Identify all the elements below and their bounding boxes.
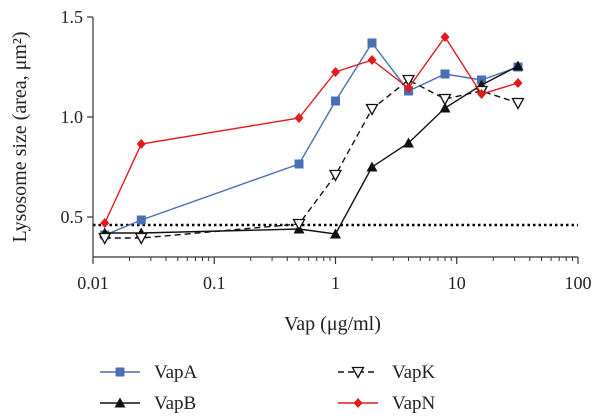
data-point-vapb [512,60,524,71]
data-point-vapk [401,74,416,87]
data-point-vapn [136,139,146,149]
data-point-vapn [476,89,486,99]
y-tick-label: 1.0 [61,107,84,127]
series-line-vapa [104,41,519,236]
x-tick-label: 0.1 [203,273,226,293]
x-tick-label: 100 [565,273,592,293]
legend: VapA VapB VapK VapN [100,362,436,414]
series-vapa [100,38,523,240]
legend-item-vapb: VapB [100,393,196,414]
marker-triangle [114,397,126,408]
data-point-vapb [439,102,451,113]
data-point-vapa [294,159,304,169]
marker-triangle-open [351,366,365,379]
x-axis-title: Vap (μg/ml) [284,313,381,335]
x-tick-label: 1 [331,273,340,293]
y-tick-label: 1.5 [61,7,84,27]
data-point-vapk [511,97,525,110]
legend-label: VapK [392,362,436,383]
axes: 0.5 1.0 1.5 0.01 0.1 1 10 100 [61,7,592,293]
data-point-vapn [403,83,413,93]
legend-item-vapn: VapN [338,393,436,414]
data-point-vapk [134,232,148,245]
data-point-vapb [402,137,414,148]
data-point-vapk [438,93,452,106]
data-point-vapa [331,96,340,106]
marker-diamond [353,398,363,408]
legend-item-vapa: VapA [100,362,198,383]
data-point-vapk [292,218,306,231]
data-point-vapb [330,228,341,239]
data-point-vapk [365,103,379,116]
data-point-vapn [100,218,110,228]
data-point-vapn [294,113,304,123]
series-vapk [98,74,525,245]
x-tick-label: 10 [448,273,466,293]
series-line-vapk [104,79,519,239]
data-point-vapa [367,38,377,48]
legend-label: VapA [154,362,198,383]
y-axis-title: Lysosome size (area, μm²) [9,31,31,242]
legend-label: VapN [392,393,436,414]
marker-square [115,367,125,377]
legend-label: VapB [154,393,196,414]
plot-area [93,32,578,245]
legend-item-vapk: VapK [338,362,436,383]
series-line-vapn [104,35,519,224]
data-point-vapn [367,55,377,65]
data-point-vapn [440,32,450,42]
data-point-vapk [328,169,343,182]
data-point-vapa [440,69,450,79]
y-tick-label: 0.5 [61,207,84,227]
x-tick-label: 0.01 [77,273,109,293]
data-point-vapb [366,161,378,172]
data-point-vapn [331,67,340,77]
data-point-vapk [98,232,112,245]
series-vapn [100,32,523,228]
series-line-vapb [104,65,519,235]
data-point-vapn [513,78,523,88]
data-point-vapa [136,215,146,225]
